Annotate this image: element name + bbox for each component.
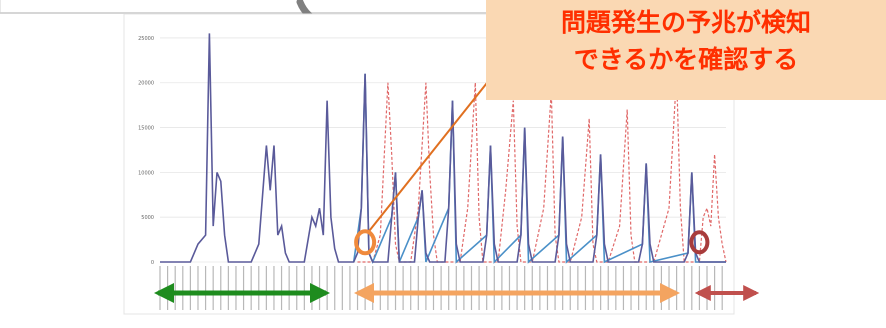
x-tick-mark [394,266,397,310]
x-tick-mark [577,266,579,310]
x-tick-mark [592,266,594,310]
x-tick-mark [334,266,336,310]
x-tick-mark [364,266,366,310]
y-axis-ticks: 0 5000 10000 15000 20000 25000 [138,36,154,266]
x-tick-mark [698,266,701,310]
callout-line-1: 問題発生の予兆が検知 [560,8,811,37]
y-tick-label: 5000 [141,215,154,221]
callout-line-2: できるかを確認する [573,45,799,74]
x-tick-mark [569,266,571,310]
x-tick-mark [326,266,328,310]
eval-start-marker [354,229,377,256]
y-tick-label: 15000 [138,126,154,132]
x-tick-mark [546,266,549,310]
x-tick-mark [721,266,723,310]
x-tick-mark [166,266,169,310]
x-tick-mark [531,266,533,310]
x-tick-mark [524,266,526,310]
x-tick-mark [349,266,351,310]
x-tick-mark [630,266,632,310]
x-tick-mark [235,266,237,310]
x-tick-mark [448,266,450,310]
x-tick-mark [273,266,275,310]
y-tick-label: 10000 [138,170,154,176]
x-tick-mark [455,266,457,310]
x-tick-mark [425,266,427,310]
x-tick-mark [554,266,556,310]
x-tick-mark [372,266,374,310]
x-tick-mark [296,266,298,310]
x-tick-mark [227,266,229,310]
callout-box: 問題発生の予兆が検知 できるかを確認する [486,0,886,100]
x-tick-mark [622,266,625,310]
x-tick-mark [212,266,214,310]
x-tick-mark [182,266,184,310]
x-tick-mark [660,266,663,310]
x-tick-mark [501,266,503,310]
x-tick-mark [706,266,708,310]
x-tick-mark [508,266,511,310]
x-tick-mark [387,266,389,310]
x-tick-mark [607,266,609,310]
x-tick-mark [318,266,321,310]
x-tick-mark [280,266,283,310]
x-tick-mark [288,266,290,310]
x-tick-mark [714,266,716,310]
x-tick-mark [691,266,693,310]
y-tick-label: 20000 [138,81,154,87]
x-tick-mark [539,266,541,310]
x-tick-mark [470,266,473,310]
x-tick-mark [341,266,343,310]
x-tick-mark [197,266,199,310]
x-tick-mark [303,266,305,310]
x-tick-mark [356,266,359,310]
x-tick-mark [265,266,267,310]
x-tick-mark [440,266,442,310]
y-tick-label: 25000 [138,36,154,42]
y-tick-label: 0 [151,260,154,266]
x-tick-mark [174,266,176,310]
actual-series-line [160,33,726,263]
x-tick-mark [250,266,252,310]
x-tick-mark [478,266,480,310]
x-tick-mark [653,266,655,310]
x-tick-mark [311,266,313,310]
x-tick-mark [204,266,207,310]
x-tick-mark [638,266,640,310]
x-tick-mark [258,266,260,310]
x-tick-mark [432,266,435,310]
x-tick-mark [493,266,495,310]
x-tick-mark [584,266,587,310]
x-tick-mark [676,266,678,310]
x-tick-mark [600,266,602,310]
x-tick-mark [220,266,222,310]
x-tick-mark [683,266,685,310]
x-tick-mark [410,266,412,310]
x-axis-ticks [159,266,723,310]
x-tick-mark [463,266,465,310]
x-tick-mark [242,266,245,310]
eval-end-marker [689,230,710,255]
x-tick-mark [645,266,647,310]
x-tick-mark [668,266,670,310]
x-tick-mark [417,266,419,310]
x-tick-mark [615,266,617,310]
x-tick-mark [486,266,488,310]
x-tick-mark [402,266,404,310]
x-tick-mark [516,266,518,310]
x-tick-mark [159,266,161,310]
x-tick-mark [379,266,381,310]
x-tick-mark [189,266,191,310]
x-tick-mark [562,266,564,310]
